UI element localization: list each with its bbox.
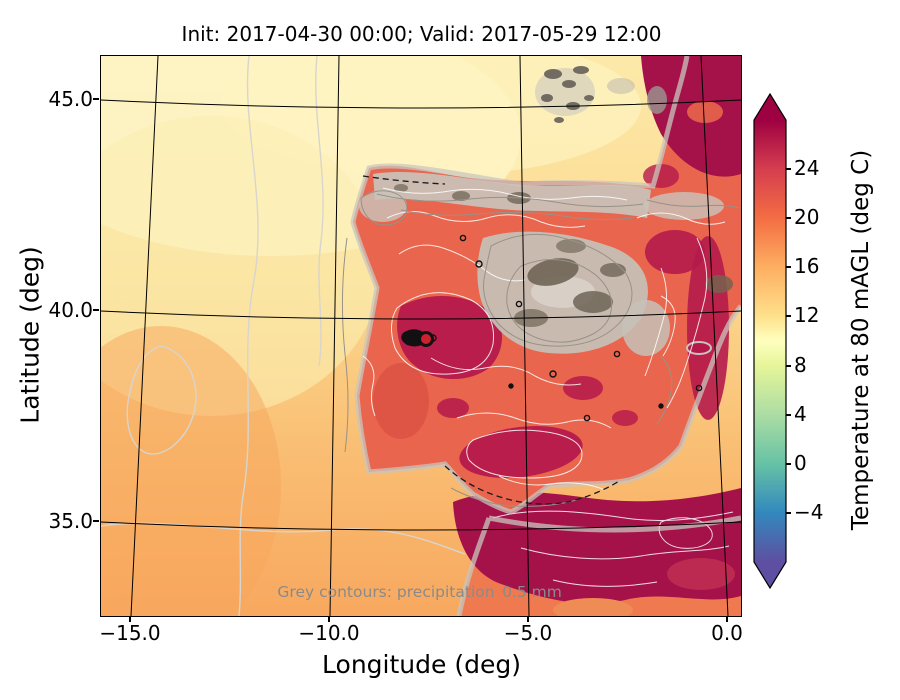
x-tickmark bbox=[328, 616, 330, 622]
colorbar-gradient bbox=[753, 92, 787, 590]
cb-tickmark bbox=[786, 365, 791, 367]
cb-tickmark bbox=[786, 414, 791, 416]
precip-note-text: Grey contours: precipitation bbox=[277, 583, 495, 601]
cb-tickmark bbox=[786, 512, 791, 514]
cb-tickmark bbox=[786, 266, 791, 268]
temperature-contours bbox=[362, 187, 726, 491]
precipitation-threshold-contour bbox=[362, 175, 622, 505]
y-tick-40: 40.0 bbox=[48, 298, 93, 322]
cb-tick-24: 24 bbox=[794, 156, 820, 180]
x-tickmark bbox=[726, 616, 728, 622]
map-plot: Grey contours: precipitation 0.5 mm bbox=[100, 55, 742, 617]
cb-tick-8: 8 bbox=[794, 353, 807, 377]
x-axis-label: Longitude (deg) bbox=[322, 650, 521, 679]
x-tickmark bbox=[129, 616, 131, 622]
y-tick-45: 45.0 bbox=[48, 87, 93, 111]
precip-note-value: 0.5 mm bbox=[502, 583, 562, 601]
precipitation-clouds-biscay bbox=[535, 66, 635, 123]
cb-tickmark bbox=[786, 217, 791, 219]
cb-tickmark bbox=[786, 168, 791, 170]
colorbar bbox=[753, 92, 787, 590]
colorbar-label: Temperature at 80 mAGL (deg C) bbox=[848, 149, 874, 531]
cb-tick-20: 20 bbox=[794, 205, 820, 229]
map-canvas bbox=[101, 56, 741, 616]
ocean-contours bbox=[101, 56, 466, 616]
cb-tickmark bbox=[786, 315, 791, 317]
y-tickmark bbox=[93, 309, 99, 311]
x-tick-m10: −10.0 bbox=[298, 621, 360, 645]
cb-tick-m4: −4 bbox=[794, 500, 824, 524]
cb-tick-16: 16 bbox=[794, 254, 820, 278]
precipitation-contours bbox=[341, 190, 740, 507]
x-tick-0: 0.0 bbox=[711, 621, 743, 645]
y-tickmark bbox=[93, 98, 99, 100]
cb-tick-4: 4 bbox=[794, 402, 807, 426]
cb-tick-12: 12 bbox=[794, 303, 820, 327]
cb-tickmark bbox=[786, 463, 791, 465]
x-tickmark bbox=[527, 616, 529, 622]
y-tickmark bbox=[93, 520, 99, 522]
station-marker bbox=[401, 329, 434, 347]
graticule bbox=[101, 56, 741, 616]
x-tick-m5: −5.0 bbox=[503, 621, 553, 645]
cb-tick-0: 0 bbox=[794, 451, 807, 475]
y-axis-label: Latitude (deg) bbox=[15, 246, 45, 424]
y-tick-35: 35.0 bbox=[48, 509, 93, 533]
x-tick-m15: −15.0 bbox=[99, 621, 161, 645]
plot-title: Init: 2017-04-30 00:00; Valid: 2017-05-2… bbox=[181, 22, 662, 46]
mediterranean-hot-region bbox=[453, 488, 741, 616]
